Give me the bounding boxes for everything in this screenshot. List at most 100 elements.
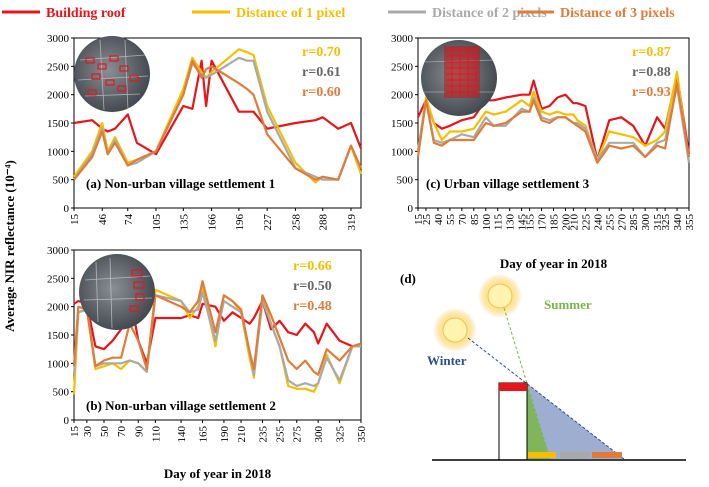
legend-item-distance-1: Distance of 1 pixel [192,6,345,21]
building [498,382,528,461]
y-tick-label: 2000 [391,90,414,102]
x-tick-label: 140 [176,426,188,443]
x-tick-label: 30 [82,426,94,438]
winter-ray [467,337,625,460]
x-tick-label: 355 [684,214,696,231]
legend-label-building-roof: Building roof [46,6,126,21]
legend-label-distance-2: Distance of 2 pixels [432,6,547,21]
x-tick-label: 130 [505,214,517,231]
x-tick-label: 319 [346,214,358,231]
winter-label: Winter [427,353,467,368]
satellite-thumbnail-b [79,254,155,330]
series-line-building-roof [73,59,363,156]
correlation-label: r=0.70 [302,45,341,60]
x-tick-label: 340 [672,214,684,231]
x-tick-label: 155 [525,214,537,231]
y-tick-label: 3000 [47,33,70,45]
series-line-distance-of-3-pixels [73,59,363,181]
y-axis-label: Average NIR reflectance (10⁻⁴) [2,160,17,332]
legend-item-distance-3: Distance of 3 pixels [518,6,675,21]
series-line-distance-of-3-pixels [416,82,691,164]
x-tick-label: 110 [150,426,162,443]
x-tick-label: 74 [123,214,135,226]
ground-distance-2 [560,452,590,458]
x-tick-label: 315 [652,214,664,231]
y-tick-label: 500 [53,387,70,399]
x-tick-label: 227 [262,214,274,231]
x-tick-label: 255 [275,426,287,443]
x-tick-label: 166 [207,214,219,231]
x-axis-label: Day of year in 2018 [164,466,272,481]
series-line-building-roof [417,73,691,161]
x-tick-label: 145 [517,214,529,231]
legend-label-distance-3: Distance of 3 pixels [560,6,675,21]
x-tick-label: 240 [592,214,604,231]
y-tick-label: 2500 [47,273,70,285]
x-tick-label: 25 [421,214,433,226]
correlation-label: r=0.88 [632,65,671,80]
y-tick-label: 2000 [47,90,70,102]
y-tick-label: 1500 [47,118,70,130]
x-tick-label: 135 [178,214,190,231]
series-line-building-roof [73,291,361,365]
y-tick-label: 500 [53,175,70,187]
x-tick-label: 288 [318,214,330,231]
series-line-distance-of-2-pixels [416,85,691,163]
x-tick-label: 165 [198,426,210,443]
x-tick-label: 258 [290,214,302,231]
y-tick-label: 500 [397,175,414,187]
y-tick-label: 1000 [391,146,414,158]
x-tick-label: 105 [151,214,163,231]
series-line-distance-of-1-pixel [416,70,691,163]
x-tick-label: 225 [580,214,592,231]
x-tick-label: 325 [660,214,672,231]
y-tick-label: 0 [408,203,414,215]
x-tick-label: 285 [628,214,640,231]
x-axis-label: Day of year in 2018 [500,256,608,271]
satellite-thumbnail-c [421,40,497,116]
series-line-distance-of-2-pixels [72,291,361,388]
x-tick-label: 200 [560,214,572,231]
y-tick-label: 2000 [47,302,70,314]
y-tick-label: 1000 [47,146,70,158]
x-tick-label: 170 [537,214,549,231]
summer-label: Summer [544,297,592,312]
chart-title: (b) Non-urban village settlement 2 [86,398,276,413]
x-tick-label: 70 [116,426,128,438]
x-tick-label: 55 [445,214,457,226]
correlation-label: r=0.61 [302,65,341,80]
x-tick-label: 46 [97,214,109,226]
x-tick-label: 210 [236,426,248,443]
legend: Building roof Distance of 1 pixel Distan… [2,6,675,21]
x-tick-label: 40 [433,214,445,226]
x-tick-label: 15 [69,214,81,226]
x-tick-label: 85 [469,214,481,226]
x-tick-label: 300 [313,426,325,443]
x-tick-label: 235 [257,426,269,443]
y-tick-label: 3000 [47,245,70,257]
chart-b: 0 500 1000 1500 2000 2500 3000 15 30 50 70 90 110 140… [47,245,368,481]
x-tick-label: 350 [356,426,368,443]
ground-distance-1 [528,452,556,458]
series-line-distance-of-3-pixels [72,280,362,376]
y-tick-label: 3000 [391,33,414,45]
y-tick-label: 2500 [47,61,70,73]
legend-item-building-roof: Building roof [2,6,126,21]
legend-item-distance-2: Distance of 2 pixels [388,6,547,21]
x-tick-label: 210 [568,214,580,231]
legend-label-distance-1: Distance of 1 pixel [236,6,345,21]
x-tick-label: 50 [99,426,111,438]
correlation-label: r=0.50 [293,279,332,294]
summer-ray [503,307,551,460]
correlation-label: r=0.66 [293,259,332,274]
y-tick-label: 2500 [391,61,414,73]
building-roof [499,383,527,391]
chart-title: (a) Non-urban village settlement 1 [86,176,275,191]
x-tick-label: 255 [604,214,616,231]
y-tick-label: 1500 [391,118,414,130]
y-tick-label: 1000 [47,358,70,370]
x-tick-label: 70 [457,214,469,226]
correlation-label: r=0.60 [302,85,341,100]
